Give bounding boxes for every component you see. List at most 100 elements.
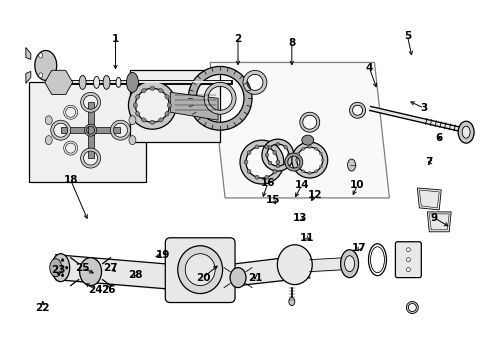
Ellipse shape — [50, 259, 61, 276]
Text: 28: 28 — [128, 270, 142, 280]
Text: 14: 14 — [294, 180, 308, 190]
Ellipse shape — [61, 258, 63, 262]
Ellipse shape — [149, 86, 155, 90]
Ellipse shape — [457, 121, 473, 143]
Ellipse shape — [295, 159, 298, 162]
Ellipse shape — [347, 159, 355, 171]
FancyBboxPatch shape — [165, 238, 235, 302]
Polygon shape — [170, 92, 218, 120]
Text: 16: 16 — [260, 178, 275, 188]
Ellipse shape — [406, 258, 409, 262]
Ellipse shape — [133, 103, 137, 108]
Ellipse shape — [255, 145, 259, 149]
Ellipse shape — [55, 261, 57, 265]
Ellipse shape — [229, 268, 245, 288]
Ellipse shape — [135, 94, 140, 99]
Ellipse shape — [52, 254, 69, 282]
Ellipse shape — [158, 89, 163, 93]
Ellipse shape — [149, 120, 155, 124]
Ellipse shape — [344, 256, 354, 272]
Ellipse shape — [406, 248, 409, 252]
Ellipse shape — [314, 170, 317, 173]
Ellipse shape — [296, 152, 300, 155]
Ellipse shape — [164, 111, 169, 116]
Ellipse shape — [277, 245, 312, 285]
Ellipse shape — [39, 53, 42, 58]
Ellipse shape — [268, 161, 271, 165]
Bar — [87, 102, 93, 158]
Text: 2: 2 — [234, 33, 241, 44]
Text: 5: 5 — [403, 31, 410, 41]
Ellipse shape — [167, 103, 171, 108]
Text: 12: 12 — [307, 190, 321, 200]
Ellipse shape — [296, 165, 300, 168]
Ellipse shape — [286, 153, 290, 157]
Bar — [29, 82, 146, 182]
Ellipse shape — [103, 75, 110, 89]
Ellipse shape — [264, 153, 268, 157]
Ellipse shape — [45, 136, 52, 145]
Polygon shape — [416, 188, 440, 210]
Ellipse shape — [129, 116, 136, 125]
Ellipse shape — [129, 136, 136, 145]
Ellipse shape — [319, 165, 322, 168]
FancyBboxPatch shape — [395, 242, 421, 278]
Ellipse shape — [116, 77, 121, 87]
Bar — [130, 71, 220, 142]
Ellipse shape — [301, 147, 304, 150]
Ellipse shape — [61, 274, 63, 277]
Text: 3: 3 — [420, 103, 427, 113]
Ellipse shape — [185, 254, 215, 285]
Ellipse shape — [158, 118, 163, 122]
Text: 4: 4 — [365, 63, 372, 73]
Ellipse shape — [264, 145, 268, 149]
Ellipse shape — [244, 160, 247, 164]
Polygon shape — [26, 48, 31, 59]
Ellipse shape — [264, 175, 268, 179]
Text: 20: 20 — [196, 273, 210, 283]
Ellipse shape — [272, 170, 276, 174]
Text: 21: 21 — [247, 273, 262, 283]
Ellipse shape — [272, 151, 276, 155]
Ellipse shape — [80, 258, 102, 285]
Ellipse shape — [93, 76, 100, 88]
Text: 8: 8 — [287, 37, 295, 48]
Ellipse shape — [55, 271, 57, 274]
Ellipse shape — [246, 151, 250, 155]
Ellipse shape — [141, 118, 146, 122]
Text: 6: 6 — [435, 133, 442, 143]
Ellipse shape — [126, 72, 138, 92]
Text: 24: 24 — [88, 284, 102, 294]
Ellipse shape — [288, 298, 294, 306]
Text: 1: 1 — [112, 33, 119, 44]
Ellipse shape — [45, 116, 52, 125]
Ellipse shape — [65, 266, 68, 269]
Text: 10: 10 — [349, 180, 364, 190]
Ellipse shape — [35, 50, 57, 80]
Ellipse shape — [246, 170, 250, 174]
Ellipse shape — [284, 145, 287, 149]
Text: 11: 11 — [299, 233, 313, 243]
Polygon shape — [427, 212, 450, 232]
Text: 9: 9 — [430, 213, 437, 223]
Ellipse shape — [340, 250, 358, 278]
Ellipse shape — [314, 147, 317, 150]
Ellipse shape — [406, 268, 409, 272]
Ellipse shape — [164, 94, 169, 99]
Text: 23: 23 — [51, 265, 66, 275]
Ellipse shape — [307, 146, 310, 149]
Ellipse shape — [79, 75, 86, 89]
Ellipse shape — [255, 175, 259, 179]
Ellipse shape — [276, 164, 279, 168]
Ellipse shape — [141, 89, 146, 93]
Text: 19: 19 — [156, 250, 170, 260]
Ellipse shape — [39, 73, 42, 78]
Bar — [61, 127, 120, 133]
Ellipse shape — [268, 145, 271, 149]
Text: 18: 18 — [63, 175, 78, 185]
Text: 17: 17 — [351, 243, 366, 253]
Text: 22: 22 — [36, 302, 50, 312]
Ellipse shape — [276, 143, 279, 146]
Text: 26: 26 — [101, 284, 116, 294]
Ellipse shape — [321, 159, 324, 162]
